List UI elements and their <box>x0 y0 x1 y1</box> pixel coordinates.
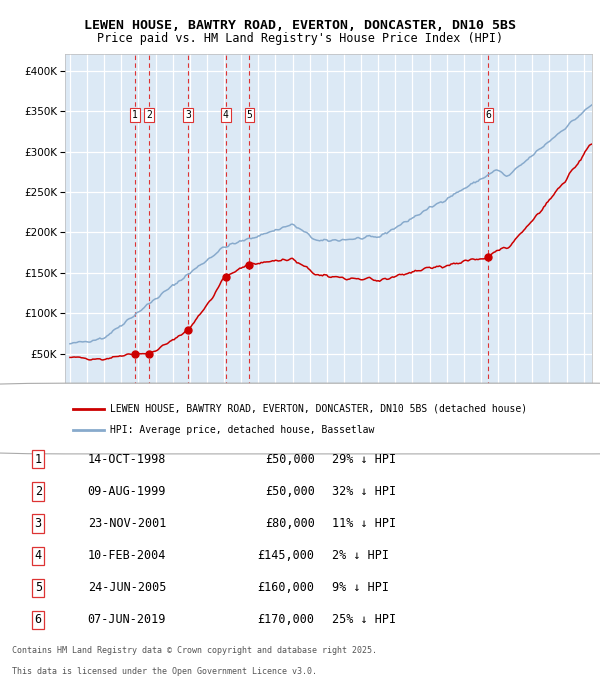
Text: 07-JUN-2019: 07-JUN-2019 <box>88 613 166 626</box>
Text: £50,000: £50,000 <box>265 453 314 466</box>
Text: 2: 2 <box>35 485 42 498</box>
Text: 2: 2 <box>146 110 152 120</box>
Text: £80,000: £80,000 <box>265 517 314 530</box>
Text: LEWEN HOUSE, BAWTRY ROAD, EVERTON, DONCASTER, DN10 5BS: LEWEN HOUSE, BAWTRY ROAD, EVERTON, DONCA… <box>84 18 516 32</box>
Text: 14-OCT-1998: 14-OCT-1998 <box>88 453 166 466</box>
FancyBboxPatch shape <box>0 384 600 454</box>
Text: £160,000: £160,000 <box>257 581 314 594</box>
Text: 9% ↓ HPI: 9% ↓ HPI <box>332 581 389 594</box>
Text: 3: 3 <box>35 517 42 530</box>
Text: 5: 5 <box>247 110 253 120</box>
Text: 6: 6 <box>485 110 491 120</box>
Text: 09-AUG-1999: 09-AUG-1999 <box>88 485 166 498</box>
Text: 6: 6 <box>35 613 42 626</box>
Text: HPI: Average price, detached house, Bassetlaw: HPI: Average price, detached house, Bass… <box>110 424 374 435</box>
Text: 10-FEB-2004: 10-FEB-2004 <box>88 549 166 562</box>
Text: 2% ↓ HPI: 2% ↓ HPI <box>332 549 389 562</box>
Text: 1: 1 <box>35 453 42 466</box>
Text: 24-JUN-2005: 24-JUN-2005 <box>88 581 166 594</box>
Text: £145,000: £145,000 <box>257 549 314 562</box>
Text: 5: 5 <box>35 581 42 594</box>
Text: 25% ↓ HPI: 25% ↓ HPI <box>332 613 396 626</box>
Text: 32% ↓ HPI: 32% ↓ HPI <box>332 485 396 498</box>
Text: 29% ↓ HPI: 29% ↓ HPI <box>332 453 396 466</box>
Text: 11% ↓ HPI: 11% ↓ HPI <box>332 517 396 530</box>
Text: £170,000: £170,000 <box>257 613 314 626</box>
Text: This data is licensed under the Open Government Licence v3.0.: This data is licensed under the Open Gov… <box>12 667 317 677</box>
Text: 1: 1 <box>132 110 138 120</box>
Text: LEWEN HOUSE, BAWTRY ROAD, EVERTON, DONCASTER, DN10 5BS (detached house): LEWEN HOUSE, BAWTRY ROAD, EVERTON, DONCA… <box>110 404 527 414</box>
Text: 4: 4 <box>35 549 42 562</box>
Text: Price paid vs. HM Land Registry's House Price Index (HPI): Price paid vs. HM Land Registry's House … <box>97 32 503 46</box>
Text: £50,000: £50,000 <box>265 485 314 498</box>
Text: Contains HM Land Registry data © Crown copyright and database right 2025.: Contains HM Land Registry data © Crown c… <box>12 646 377 656</box>
Text: 4: 4 <box>223 110 229 120</box>
Text: 23-NOV-2001: 23-NOV-2001 <box>88 517 166 530</box>
Text: 3: 3 <box>185 110 191 120</box>
